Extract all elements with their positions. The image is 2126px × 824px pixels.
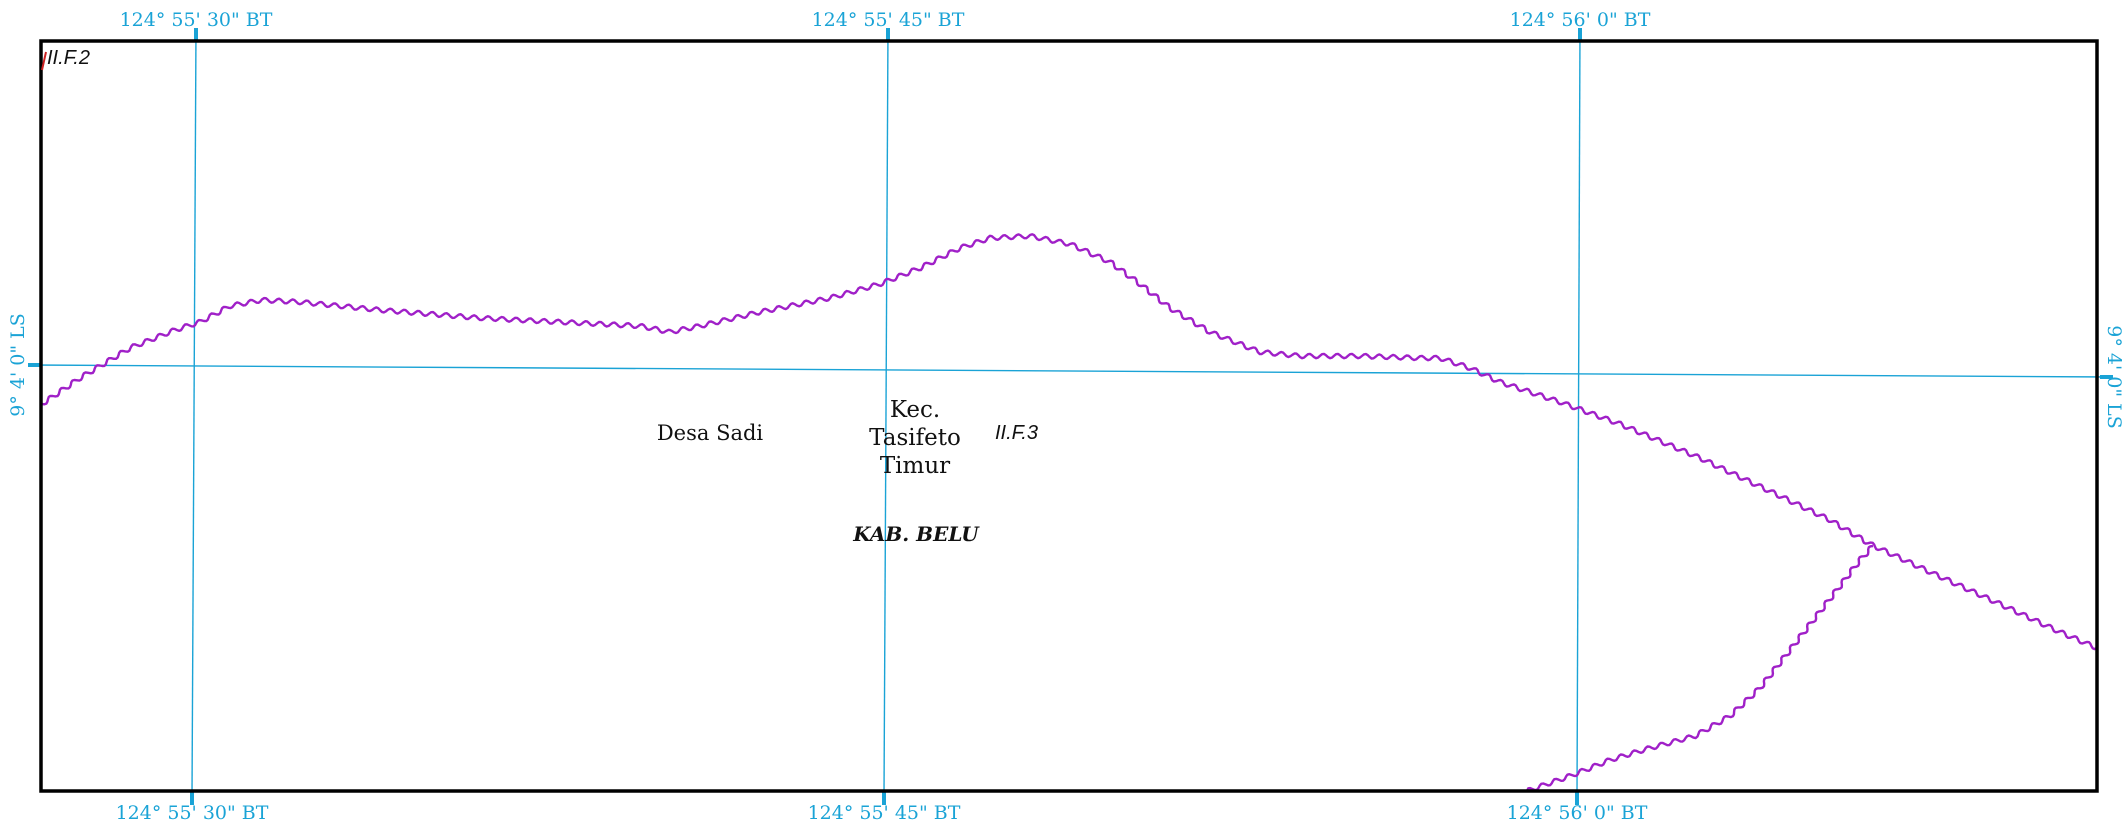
- top-label-55-45: 124° 55' 45" BT: [812, 9, 965, 31]
- left-latitude-label: 9° 4' 0" LS: [7, 313, 29, 416]
- right-latitude-label: 9° 4' 0" LS: [2103, 325, 2125, 428]
- bottom-label-55-45: 124° 55' 45" BT: [808, 802, 961, 824]
- village-label: Desa Sadi: [657, 421, 764, 445]
- district-label: Kec. Tasifeto Timur: [869, 397, 961, 479]
- top-label-56-00: 124° 56' 0" BT: [1510, 9, 1651, 31]
- top-coordinate-labels: 124° 55' 30" BT 124° 55' 45" BT 124° 56'…: [120, 9, 1651, 31]
- administrative-boundary-main: [41, 233, 2098, 651]
- graticule: [29, 27, 2113, 796]
- meridian-55-45: [883, 27, 889, 796]
- district-label-line3: Timur: [880, 453, 950, 479]
- bottom-label-55-30: 124° 55' 30" BT: [116, 802, 269, 824]
- graticule-ticks: [28, 28, 2113, 805]
- administrative-boundary-branch: [1525, 544, 1874, 792]
- sheet-label-top-left: II.F.2: [47, 47, 90, 69]
- regency-label: KAB. BELU: [852, 522, 980, 546]
- meridian-55-30: [191, 27, 197, 796]
- map-frame: [39, 39, 2099, 793]
- frame-corner-mark: [41, 51, 47, 71]
- bottom-label-56-00: 124° 56' 0" BT: [1507, 802, 1648, 824]
- parallel-4-00: [29, 364, 2113, 378]
- sheet-label-center: II.F.3: [995, 422, 1038, 444]
- bottom-coordinate-labels: 124° 55' 30" BT 124° 55' 45" BT 124° 56'…: [116, 802, 1648, 824]
- district-label-line2: Tasifeto: [869, 425, 961, 451]
- boundary-lines: [41, 233, 2098, 792]
- top-label-55-30: 124° 55' 30" BT: [120, 9, 273, 31]
- meridian-56-00: [1576, 27, 1581, 796]
- district-label-line1: Kec.: [890, 397, 940, 423]
